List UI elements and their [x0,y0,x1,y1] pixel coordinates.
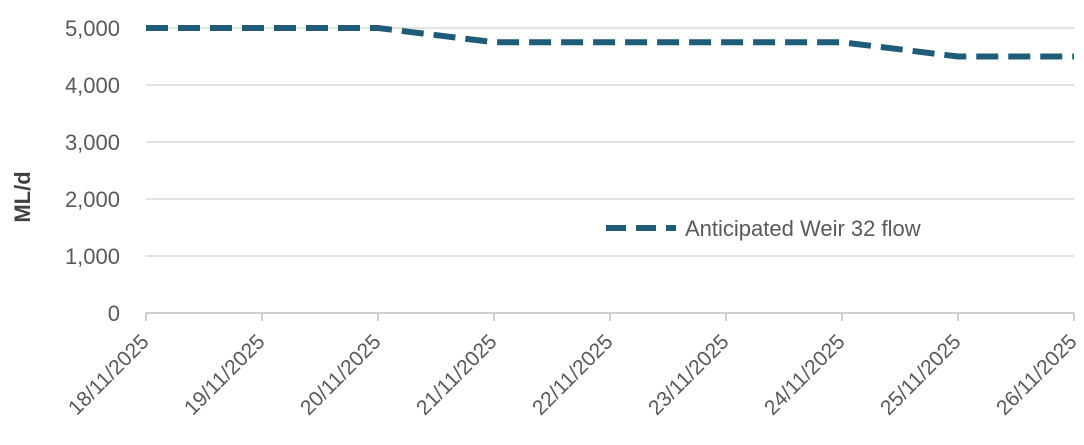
series-lines [146,25,1074,60]
x-tick-label: 18/11/2025 [64,330,153,419]
y-tick-label: 3,000 [65,130,120,155]
x-tick-label: 24/11/2025 [760,330,849,419]
legend: Anticipated Weir 32 flow [606,216,921,241]
y-tick-label: 0 [108,301,120,326]
x-tick-label: 21/11/2025 [412,330,501,419]
x-tick-label: 25/11/2025 [876,330,965,419]
x-tick-label: 26/11/2025 [992,330,1081,419]
x-axis: 18/11/2025 19/11/2025 20/11/2025 21/11/2025… [64,312,1082,420]
y-tick-label: 2,000 [65,187,120,212]
gridlines [146,27,1074,257]
x-tick-label: 22/11/2025 [528,330,617,419]
x-tick-label: 19/11/2025 [180,330,269,419]
y-axis-label: ML/d [10,171,35,222]
y-axis-ticks: 0 1,000 2,000 3,000 4,000 5,000 [65,16,120,326]
y-tick-label: 1,000 [65,244,120,269]
legend-label: Anticipated Weir 32 flow [685,216,921,241]
x-tick-label: 20/11/2025 [296,330,385,419]
x-tick-label: 23/11/2025 [644,330,733,419]
y-tick-label: 5,000 [65,16,120,41]
series-line [146,25,1074,60]
y-tick-label: 4,000 [65,73,120,98]
